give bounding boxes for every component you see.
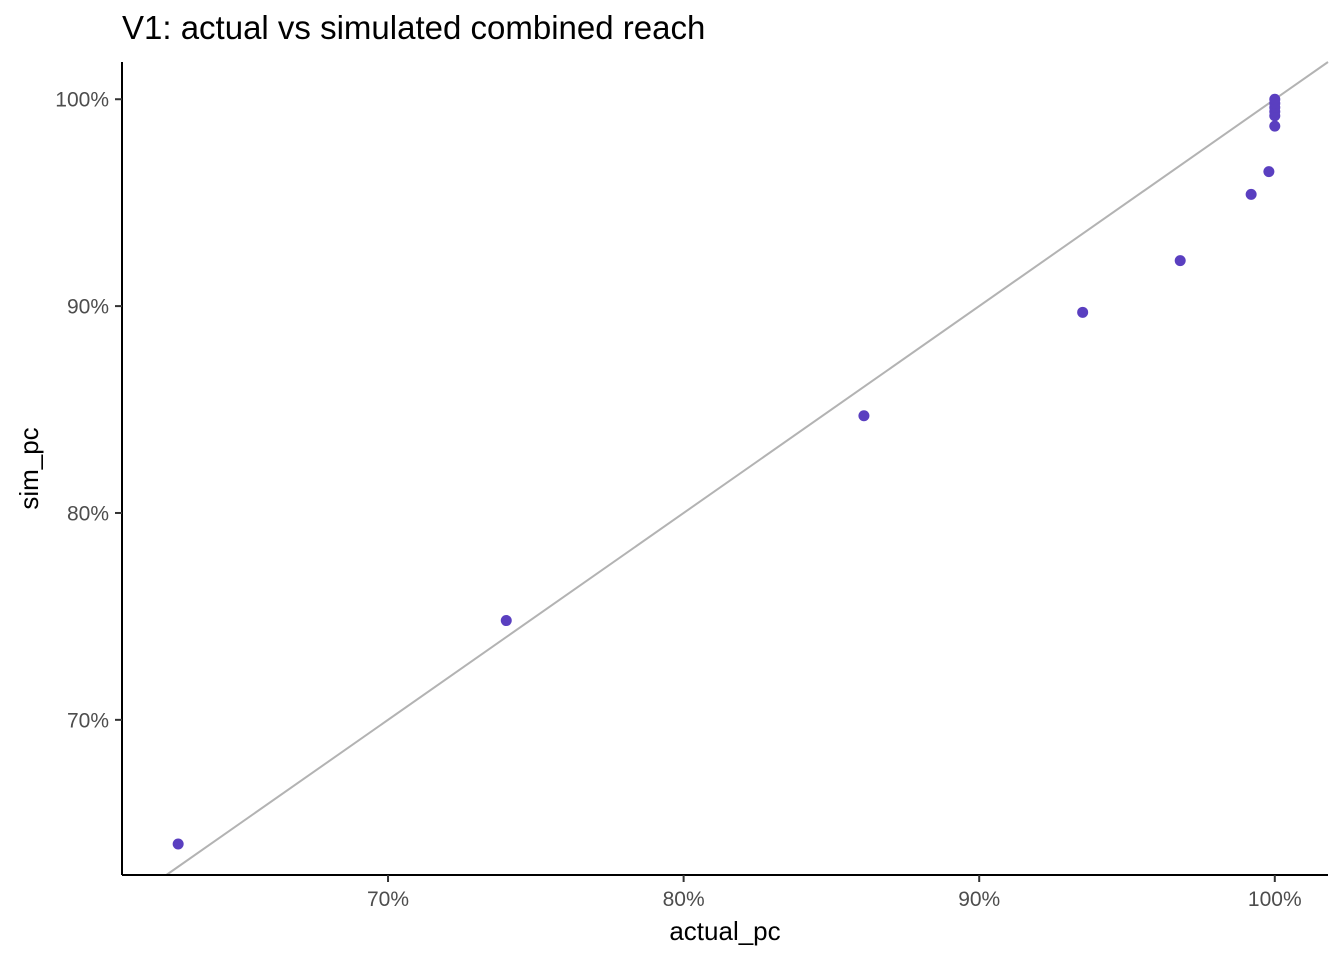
x-tick-label: 80% xyxy=(663,888,705,911)
x-tick-label: 90% xyxy=(958,888,1000,911)
data-points xyxy=(172,93,1281,850)
y-tick-label: 90% xyxy=(67,296,109,319)
identity-reference-line xyxy=(165,61,1329,876)
data-point xyxy=(172,838,184,850)
data-point xyxy=(1077,306,1089,318)
y-tick-label: 80% xyxy=(67,502,109,525)
x-axis-ticks: 70% 80% 90% 100% xyxy=(367,875,1302,911)
data-point xyxy=(858,410,870,422)
x-axis-label: actual_pc xyxy=(669,916,780,946)
y-axis-ticks: 70% 80% 90% 100% xyxy=(55,89,122,732)
data-point xyxy=(1263,166,1275,178)
y-tick-label: 70% xyxy=(67,709,109,732)
data-point xyxy=(1174,255,1186,267)
data-point xyxy=(1269,120,1281,132)
x-tick-label: 100% xyxy=(1248,888,1302,911)
chart-title: V1: actual vs simulated combined reach xyxy=(122,9,705,46)
reference-line-layer xyxy=(165,61,1329,876)
data-point xyxy=(1269,93,1281,105)
data-point xyxy=(500,615,512,627)
x-tick-label: 70% xyxy=(367,888,409,911)
y-tick-label: 100% xyxy=(55,89,109,112)
y-axis-label: sim_pc xyxy=(14,427,44,509)
data-point xyxy=(1245,188,1257,200)
